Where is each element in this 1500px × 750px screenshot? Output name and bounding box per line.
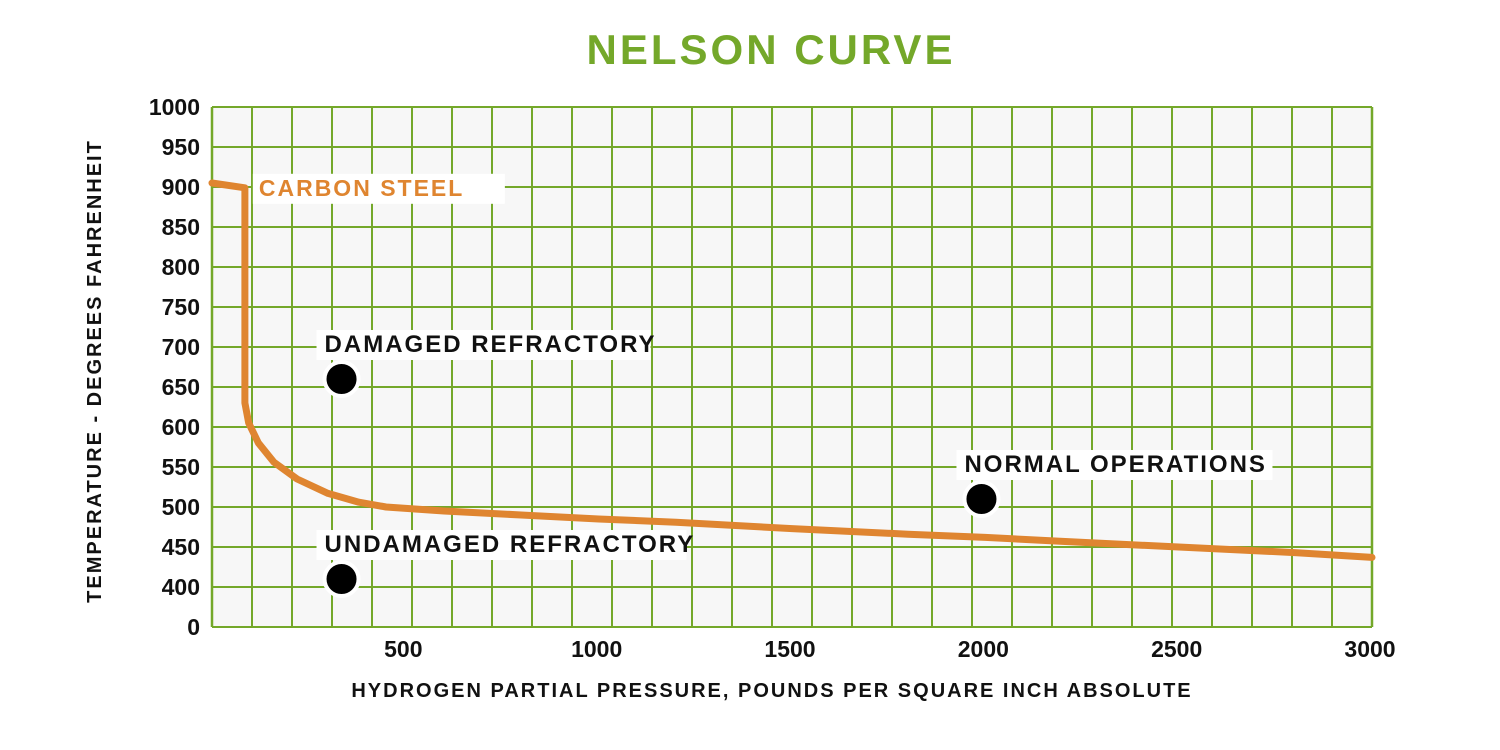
series-line-carbon-steel (208, 179, 1376, 561)
y-tick-label: 800 (162, 254, 200, 280)
point-label: UNDAMAGED REFRACTORY (325, 531, 696, 558)
x-tick-label: 1500 (764, 636, 815, 662)
y-axis-ticks: 0 400 450 500 550 600 650 700 750 800 850 900 950 100… (149, 94, 200, 640)
data-point (962, 480, 1001, 518)
y-tick-label: 900 (162, 174, 200, 200)
x-tick-label: 3000 (1344, 636, 1395, 662)
y-tick-label: 450 (162, 534, 200, 560)
y-tick-label: 550 (162, 454, 200, 480)
y-tick-label: 650 (162, 374, 200, 400)
chart-title: NELSON CURVE (586, 26, 956, 73)
y-tick-label: 850 (162, 214, 200, 240)
data-point (322, 360, 361, 398)
x-tick-label: 2500 (1151, 636, 1202, 662)
y-tick-label: 600 (162, 414, 200, 440)
y-tick-label: 500 (162, 494, 200, 520)
x-tick-label: 500 (384, 636, 422, 662)
point-label: DAMAGED REFRACTORY (325, 331, 657, 358)
series-layer: CARBON STEEL (208, 173, 1376, 561)
y-axis-label: TEMPERATURE - DEGREES FAHRENHEIT (84, 139, 106, 603)
y-tick-label: 700 (162, 334, 200, 360)
point-label: NORMAL OPERATIONS (964, 451, 1266, 478)
y-tick-label: 1000 (149, 94, 200, 120)
point-label-backdrop (316, 530, 687, 560)
point-label-backdrop (316, 330, 651, 360)
x-axis-ticks: 500 1000 1500 2000 2500 3000 (384, 636, 1395, 662)
y-tick-label: 950 (162, 134, 200, 160)
y-tick-label: 0 (187, 614, 200, 640)
x-tick-label: 2000 (958, 636, 1009, 662)
y-tick-label: 750 (162, 294, 200, 320)
point-label-backdrop (956, 450, 1273, 480)
x-tick-label: 1000 (571, 636, 622, 662)
data-point (322, 560, 361, 598)
series-label: CARBON STEEL (259, 175, 464, 201)
series-label-backdrop (252, 173, 505, 204)
points-layer: DAMAGED REFRACTORY UNDAMAGED REFRACTORY NO… (316, 330, 1273, 598)
y-tick-label: 400 (162, 574, 200, 600)
x-axis-label: HYDROGEN PARTIAL PRESSURE, POUNDS PER SQ… (351, 680, 1192, 702)
